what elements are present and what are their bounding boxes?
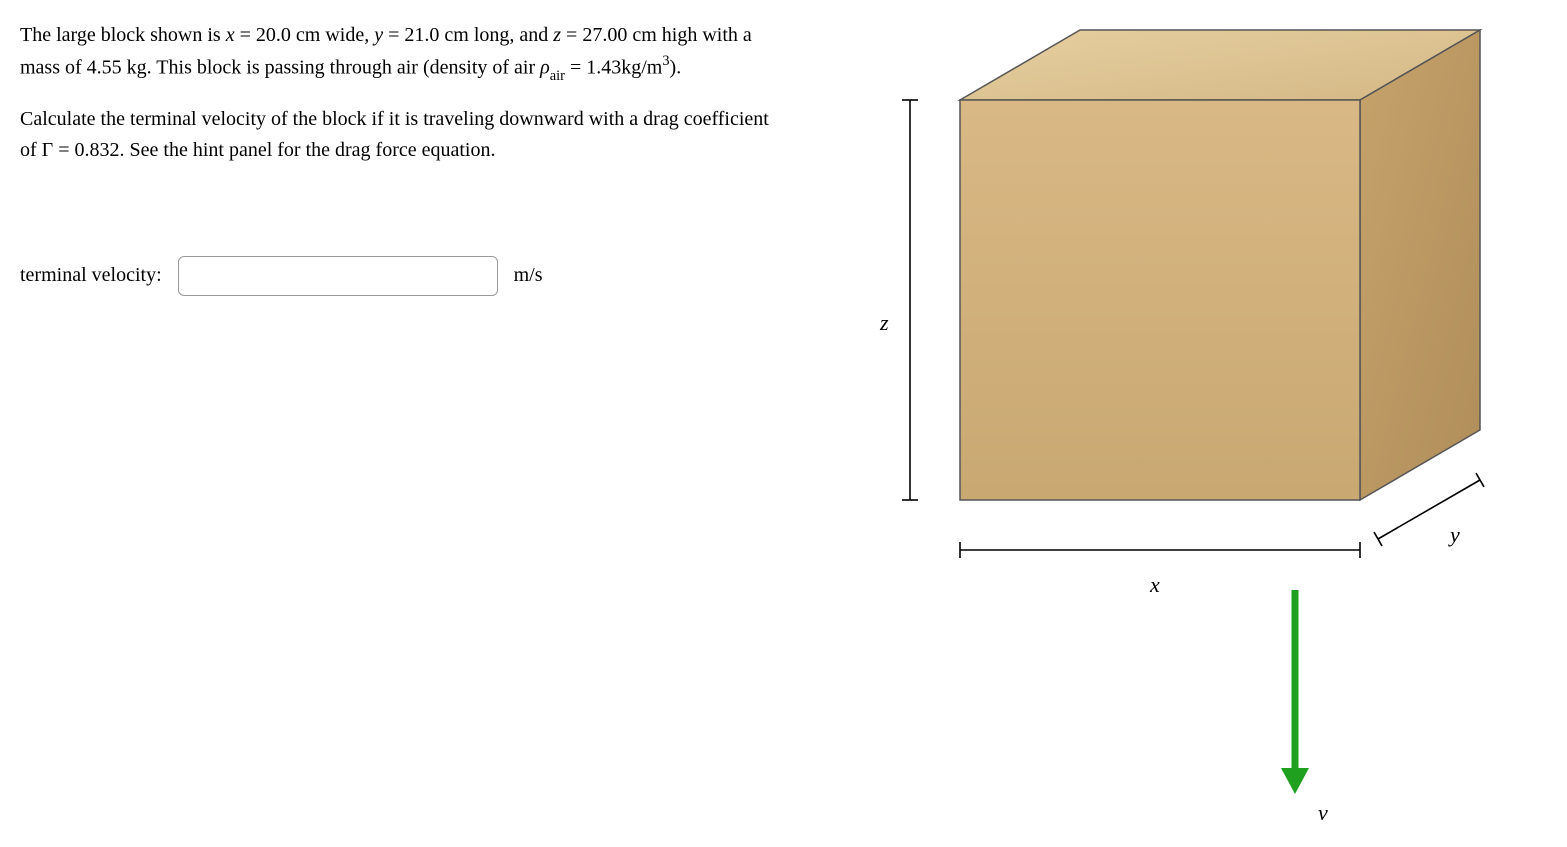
rho-subscript: air	[550, 68, 565, 84]
rho-unit: kg/m	[621, 57, 662, 79]
var-rho: ρ	[540, 57, 550, 79]
y-value: 21.0 cm	[404, 24, 468, 46]
y-axis-label: y	[1450, 522, 1460, 548]
var-y: y	[374, 24, 383, 46]
answer-unit: m/s	[514, 264, 543, 287]
text: =	[235, 24, 256, 46]
x-value: 20.0 cm	[256, 24, 320, 46]
text: =	[53, 139, 74, 161]
rho-unit-exp: 3	[662, 53, 669, 69]
text: ).	[670, 57, 682, 79]
text: . See the hint panel for the drag force …	[120, 139, 496, 161]
block-diagram: z x y v	[820, 20, 1520, 830]
text: . This block is passing through air (den…	[147, 57, 540, 79]
var-x: x	[226, 24, 235, 46]
text: =	[383, 24, 404, 46]
text: The large block shown is	[20, 24, 226, 46]
terminal-velocity-input[interactable]	[178, 256, 498, 296]
x-axis-label: x	[1150, 572, 1160, 598]
answer-label: terminal velocity:	[20, 264, 162, 287]
rho-value: 1.43	[586, 57, 621, 79]
block-svg	[820, 20, 1520, 830]
text: =	[561, 24, 582, 46]
text: =	[565, 57, 586, 79]
var-z: z	[553, 24, 561, 46]
paragraph-1: The large block shown is x = 20.0 cm wid…	[20, 20, 780, 86]
diagram-column: z x y v	[820, 20, 1520, 830]
velocity-label: v	[1318, 800, 1328, 826]
text: wide,	[320, 24, 374, 46]
var-gamma: Γ	[42, 139, 54, 161]
z-value: 27.00 cm	[582, 24, 656, 46]
answer-row: terminal velocity: m/s	[20, 256, 780, 296]
mass-value: 4.55 kg	[87, 57, 147, 79]
gamma-value: 0.832	[75, 139, 120, 161]
problem-text-column: The large block shown is x = 20.0 cm wid…	[20, 20, 780, 830]
paragraph-2: Calculate the terminal velocity of the b…	[20, 104, 780, 166]
z-axis-label: z	[880, 310, 889, 336]
text: long, and	[469, 24, 553, 46]
